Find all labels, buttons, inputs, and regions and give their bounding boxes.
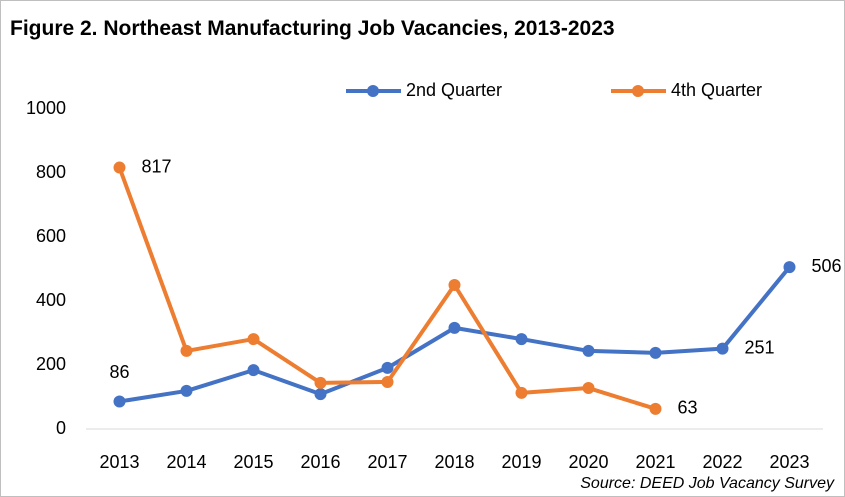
y-tick-label: 800 xyxy=(36,162,66,182)
data-point xyxy=(649,346,662,359)
source-note: Source: DEED Job Vacancy Survey xyxy=(580,475,835,492)
data-point xyxy=(515,386,528,399)
data-label: 506 xyxy=(812,256,842,276)
data-point xyxy=(113,161,126,174)
data-point xyxy=(783,261,796,274)
data-point xyxy=(381,361,394,374)
y-tick-label: 1000 xyxy=(26,98,66,118)
x-tick-label: 2020 xyxy=(568,452,608,472)
data-point xyxy=(180,344,193,357)
x-tick-label: 2015 xyxy=(233,452,273,472)
x-tick-label: 2013 xyxy=(99,452,139,472)
x-tick-label: 2023 xyxy=(769,452,809,472)
x-tick-label: 2022 xyxy=(702,452,742,472)
legend-label: 2nd Quarter xyxy=(406,80,502,100)
data-point xyxy=(381,375,394,388)
data-point xyxy=(113,395,126,408)
data-point xyxy=(180,384,193,397)
x-tick-label: 2014 xyxy=(166,452,206,472)
data-label: 817 xyxy=(142,156,172,176)
data-point xyxy=(515,333,528,346)
y-tick-label: 0 xyxy=(56,418,66,438)
x-tick-label: 2018 xyxy=(434,452,474,472)
legend-marker xyxy=(632,85,644,97)
x-tick-label: 2021 xyxy=(635,452,675,472)
data-point xyxy=(247,333,260,346)
data-point xyxy=(582,344,595,357)
data-point xyxy=(582,382,595,395)
data-point xyxy=(448,321,461,334)
y-tick-label: 200 xyxy=(36,354,66,374)
data-point xyxy=(448,279,461,291)
legend-label: 4th Quarter xyxy=(671,80,762,100)
data-label: 86 xyxy=(109,362,129,382)
x-tick-label: 2016 xyxy=(300,452,340,472)
y-tick-label: 400 xyxy=(36,290,66,310)
x-tick-label: 2017 xyxy=(367,452,407,472)
x-tick-label: 2019 xyxy=(501,452,541,472)
data-point xyxy=(649,402,662,415)
data-point xyxy=(247,364,260,377)
data-point xyxy=(314,388,327,401)
data-label: 63 xyxy=(678,398,698,418)
y-tick-label: 600 xyxy=(36,226,66,246)
legend-marker xyxy=(367,85,379,97)
data-label: 251 xyxy=(745,337,775,357)
chart-title: Figure 2. Northeast Manufacturing Job Va… xyxy=(10,17,615,40)
data-point xyxy=(314,376,327,389)
data-point xyxy=(716,342,729,355)
